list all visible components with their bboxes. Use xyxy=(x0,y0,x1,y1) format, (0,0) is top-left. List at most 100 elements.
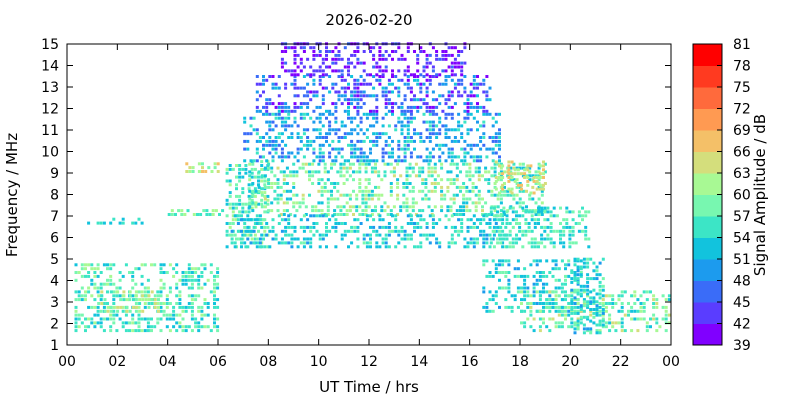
signal-cell xyxy=(144,294,148,298)
signal-cell xyxy=(509,170,513,174)
signal-cell xyxy=(131,286,135,290)
signal-cell xyxy=(479,218,483,222)
signal-cell xyxy=(197,294,201,298)
signal-cell xyxy=(273,174,277,178)
colorbar-segment xyxy=(693,130,722,152)
signal-cell xyxy=(526,274,530,278)
signal-cell xyxy=(109,274,113,278)
signal-cell xyxy=(302,229,306,233)
signal-cell xyxy=(90,321,94,325)
signal-cell xyxy=(181,325,185,329)
signal-cell xyxy=(370,166,374,170)
signal-cell xyxy=(273,189,277,193)
signal-cell xyxy=(370,170,374,174)
signal-cell xyxy=(425,147,429,151)
signal-cell xyxy=(356,82,360,86)
signal-cell xyxy=(240,241,243,245)
signal-cell xyxy=(627,302,630,305)
signal-cell xyxy=(392,174,396,178)
signal-cell xyxy=(529,305,533,309)
signal-cell xyxy=(168,302,172,305)
signal-cell xyxy=(523,168,527,172)
signal-cell xyxy=(425,73,429,77)
signal-cell xyxy=(403,233,407,237)
signal-cell xyxy=(496,241,500,245)
signal-cell xyxy=(350,128,354,132)
signal-cell xyxy=(508,222,512,225)
signal-cell xyxy=(537,245,540,249)
signal-cell xyxy=(507,160,511,164)
signal-cell xyxy=(280,116,284,120)
signal-cell xyxy=(284,61,288,65)
signal-cell xyxy=(225,202,229,206)
signal-cell xyxy=(289,213,293,216)
signal-cell xyxy=(318,245,322,249)
signal-cell xyxy=(168,313,172,317)
signal-cell xyxy=(645,329,649,333)
signal-cell xyxy=(512,178,516,182)
signal-cell xyxy=(576,282,580,286)
signal-cell xyxy=(298,201,302,205)
signal-cell xyxy=(526,294,530,298)
signal-cell xyxy=(450,78,454,82)
signal-cell xyxy=(630,305,634,309)
signal-cell xyxy=(321,155,325,159)
signal-cell xyxy=(312,159,316,163)
signal-cell xyxy=(444,136,448,139)
colorbar-segment xyxy=(693,87,722,109)
signal-cell xyxy=(484,178,488,182)
signal-cell xyxy=(235,164,238,167)
signal-cell xyxy=(449,170,453,174)
signal-cell xyxy=(598,313,602,317)
signal-cell xyxy=(274,139,278,143)
signal-cell xyxy=(488,271,492,274)
signal-cell xyxy=(334,90,338,94)
signal-cell xyxy=(535,290,539,294)
signal-cell xyxy=(311,182,315,185)
signal-cell xyxy=(201,166,204,170)
signal-cell xyxy=(241,187,245,191)
signal-cell xyxy=(409,155,413,159)
signal-cell xyxy=(375,65,379,69)
signal-cell xyxy=(542,271,545,274)
signal-cell xyxy=(397,241,401,245)
signal-cell xyxy=(309,90,313,94)
signal-cell xyxy=(664,329,668,333)
signal-cell xyxy=(359,98,363,102)
signal-cell xyxy=(350,102,354,106)
signal-cell xyxy=(452,213,456,216)
signal-cell xyxy=(409,116,413,120)
signal-cell xyxy=(463,109,467,113)
signal-cell xyxy=(293,73,297,77)
signal-cell xyxy=(369,124,372,128)
signal-cell xyxy=(374,185,377,189)
signal-cell xyxy=(667,298,671,302)
signal-cell xyxy=(457,78,461,82)
signal-cell xyxy=(203,282,207,286)
signal-cell xyxy=(387,225,391,229)
signal-cell xyxy=(146,321,150,325)
signal-cell xyxy=(391,82,394,86)
signal-cell xyxy=(472,82,476,86)
signal-cell xyxy=(468,178,472,182)
signal-cell xyxy=(347,69,350,73)
signal-cell xyxy=(121,305,125,309)
signal-cell xyxy=(579,308,583,311)
signal-cell xyxy=(188,166,192,170)
signal-cell xyxy=(106,263,109,267)
signal-cell xyxy=(490,166,494,170)
signal-cell xyxy=(274,112,278,116)
signal-cell xyxy=(501,172,505,176)
signal-cell xyxy=(476,155,479,159)
signal-cell xyxy=(321,75,325,78)
signal-cell xyxy=(317,162,321,166)
signal-cell xyxy=(452,162,456,166)
signal-cell xyxy=(476,86,479,90)
signal-cell xyxy=(302,112,306,116)
signal-cell xyxy=(271,112,275,116)
signal-cell xyxy=(302,46,306,50)
signal-cell xyxy=(476,237,479,241)
signal-cell xyxy=(134,294,138,298)
signal-cell xyxy=(518,197,522,201)
signal-cell xyxy=(453,229,457,233)
